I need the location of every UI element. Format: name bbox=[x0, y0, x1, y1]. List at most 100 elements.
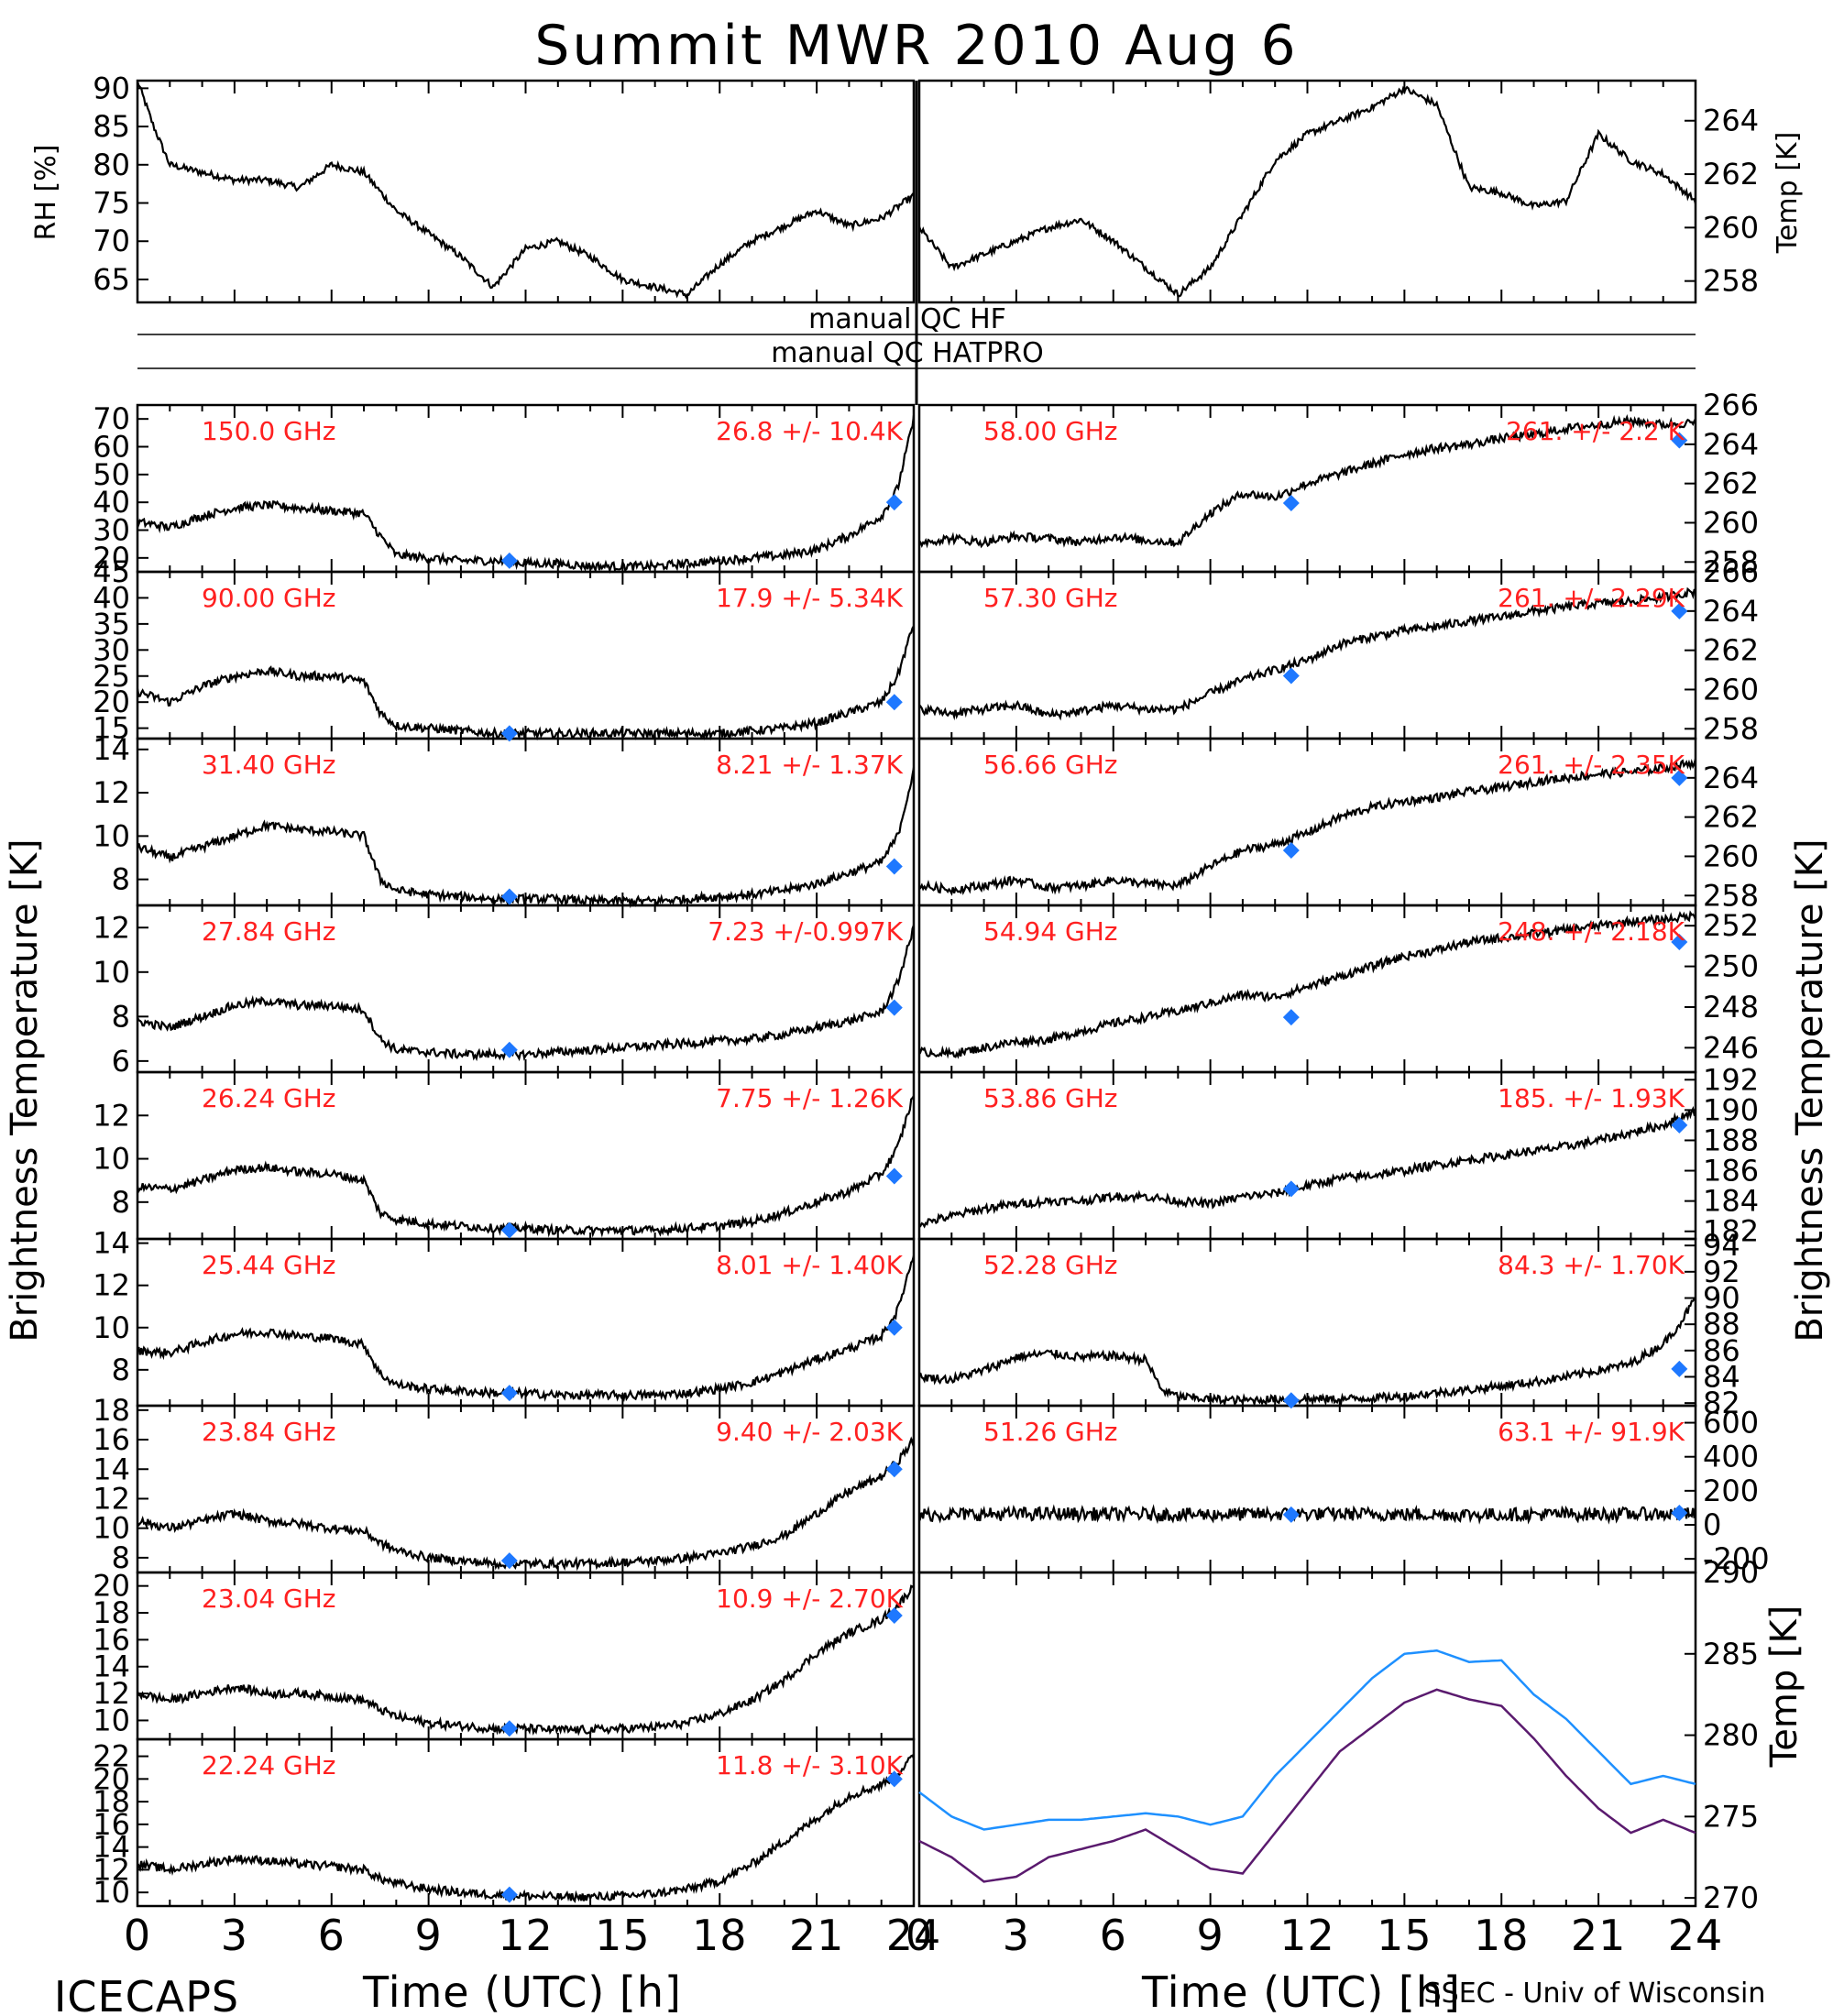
footer-icecaps: ICECAPS bbox=[54, 1972, 239, 2016]
sounding-marker bbox=[1282, 495, 1300, 512]
channel-stats: 261. +/- 2.35K bbox=[1498, 750, 1685, 780]
right-axis-label: Brightness Temperature [K] bbox=[1789, 838, 1831, 1342]
y-tick-label: 20 bbox=[93, 685, 130, 719]
qc-hf-label: manual QC HF bbox=[808, 303, 1006, 335]
sounding-marker bbox=[885, 1606, 903, 1624]
time-tick-label: 0 bbox=[906, 1911, 933, 1960]
y-tick-label: 88 bbox=[1703, 1307, 1740, 1342]
y-tick-label: 40 bbox=[93, 580, 130, 615]
y-tick-label: 188 bbox=[1703, 1123, 1759, 1157]
left-axis-label: Brightness Temperature [K] bbox=[4, 838, 46, 1342]
blackbody-series-0 bbox=[918, 1649, 1696, 1831]
sounding-marker bbox=[500, 552, 518, 569]
sounding-marker bbox=[500, 1720, 518, 1737]
temp-trace bbox=[917, 85, 1697, 298]
y-tick-label: 75 bbox=[93, 186, 130, 221]
sounding-marker bbox=[1671, 1505, 1688, 1521]
y-tick-label: 70 bbox=[93, 224, 130, 258]
sounding-marker bbox=[885, 1461, 903, 1478]
y-tick-label: 10 bbox=[93, 818, 130, 853]
y-tick-label: 200 bbox=[1703, 1474, 1759, 1508]
y-tick-label: 258 bbox=[1703, 544, 1759, 579]
y-tick-label: 8 bbox=[112, 1185, 130, 1220]
y-tick-label: 22 bbox=[93, 1739, 130, 1774]
channel-frequency: 26.24 GHz bbox=[202, 1083, 336, 1113]
y-tick-label: 8 bbox=[112, 1353, 130, 1387]
channel-trace bbox=[136, 1255, 916, 1403]
y-tick-label: 260 bbox=[1703, 505, 1759, 540]
y-tick-label: 262 bbox=[1703, 633, 1759, 668]
time-tick-label: 21 bbox=[1571, 1911, 1627, 1960]
sounding-marker bbox=[1671, 1360, 1688, 1377]
y-tick-label: 12 bbox=[93, 1852, 130, 1887]
y-tick-label: 190 bbox=[1703, 1092, 1759, 1127]
y-tick-label: -200 bbox=[1703, 1541, 1770, 1576]
sounding-marker bbox=[885, 1770, 903, 1788]
sounding-marker bbox=[1671, 432, 1688, 449]
time-tick-label: 24 bbox=[1668, 1911, 1724, 1960]
y-tick-label: 285 bbox=[1703, 1637, 1759, 1671]
sounding-marker bbox=[500, 725, 518, 742]
panels-layer: RH [%] Temp [K] 150.0 GHz 26.8 +/- 10.4K 90.… bbox=[30, 81, 1806, 1903]
sounding-marker bbox=[885, 694, 903, 711]
channel-trace bbox=[136, 1095, 915, 1238]
y-tick-label: 246 bbox=[1703, 1030, 1759, 1065]
y-tick-label: 86 bbox=[1703, 1333, 1740, 1368]
y-tick-label: 258 bbox=[1703, 711, 1759, 746]
channel-stats: 261. +/- 2.29K bbox=[1498, 583, 1685, 613]
channel-frequency: 25.44 GHz bbox=[202, 1250, 336, 1280]
temp-axis-label: Temp [K] bbox=[1772, 132, 1804, 255]
channel-stats: 7.75 +/- 1.26K bbox=[716, 1083, 903, 1113]
y-tick-label: 85 bbox=[93, 109, 130, 144]
time-tick-label: 12 bbox=[498, 1911, 554, 1960]
y-tick-label: 25 bbox=[93, 659, 130, 694]
y-tick-label: 18 bbox=[93, 1393, 130, 1428]
y-tick-label: 18 bbox=[93, 1784, 130, 1819]
y-tick-label: 266 bbox=[1703, 554, 1759, 589]
channel-trace bbox=[918, 910, 1697, 1059]
time-tick-label: 24 bbox=[886, 1911, 942, 1960]
channel-trace bbox=[136, 415, 916, 575]
channel-stats: 9.40 +/- 2.03K bbox=[716, 1417, 903, 1447]
time-tick-label: 9 bbox=[1196, 1911, 1224, 1960]
y-tick-label: 30 bbox=[93, 632, 130, 667]
channel-stats: 11.8 +/- 3.10K bbox=[716, 1750, 903, 1780]
sounding-marker bbox=[500, 888, 518, 905]
sounding-marker bbox=[885, 858, 903, 875]
y-tick-label: 262 bbox=[1703, 466, 1759, 501]
y-tick-label: 6 bbox=[112, 1044, 130, 1079]
y-tick-label: 10 bbox=[93, 1511, 130, 1546]
channel-trace bbox=[136, 625, 915, 741]
y-tick-label: 12 bbox=[93, 1676, 130, 1711]
y-tick-label: 258 bbox=[1703, 264, 1759, 299]
sounding-marker bbox=[500, 1552, 518, 1570]
y-tick-label: 290 bbox=[1703, 1555, 1759, 1590]
channel-stats: 26.8 +/- 10.4K bbox=[716, 416, 903, 446]
time-tick-label: 21 bbox=[789, 1911, 845, 1960]
y-tick-label: 16 bbox=[93, 1422, 130, 1457]
channel-stats: 185. +/- 1.93K bbox=[1498, 1083, 1685, 1113]
sounding-marker bbox=[500, 1385, 518, 1402]
sounding-marker bbox=[1282, 667, 1300, 685]
rh-trace bbox=[136, 81, 915, 300]
chart-title: Summit MWR 2010 Aug 6 bbox=[534, 14, 1298, 78]
y-tick-label: 65 bbox=[93, 262, 130, 297]
sounding-marker bbox=[1282, 1506, 1300, 1523]
channel-frequency: 57.30 GHz bbox=[983, 583, 1118, 613]
sounding-marker bbox=[1282, 842, 1300, 860]
y-tick-label: 8 bbox=[112, 999, 130, 1034]
time-tick-label: 3 bbox=[1003, 1911, 1030, 1960]
sounding-marker bbox=[1282, 1009, 1300, 1026]
channel-stats: 84.3 +/- 1.70K bbox=[1498, 1250, 1685, 1280]
y-tick-label: 10 bbox=[93, 1142, 130, 1177]
time-tick-label: 6 bbox=[1100, 1911, 1127, 1960]
channel-stats: 261. +/- 2.2 K bbox=[1506, 416, 1685, 446]
y-tick-label: 12 bbox=[93, 1481, 130, 1516]
y-tick-label: 14 bbox=[93, 1649, 130, 1684]
y-tick-label: 16 bbox=[93, 1622, 130, 1657]
channel-stats: 17.9 +/- 5.34K bbox=[716, 583, 903, 613]
y-tick-label: 252 bbox=[1703, 908, 1759, 943]
y-tick-label: 250 bbox=[1703, 949, 1759, 984]
y-tick-label: 260 bbox=[1703, 210, 1759, 245]
